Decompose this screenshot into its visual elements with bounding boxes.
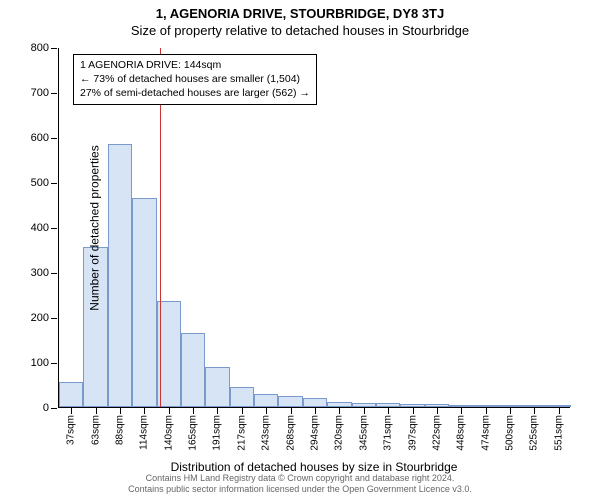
x-tick [510,408,511,414]
x-tick-label: 371sqm [383,415,394,451]
histogram-bar [327,402,351,407]
x-tick-label: 345sqm [358,415,369,451]
x-tick-label: 500sqm [505,415,516,451]
y-tick-label: 700 [31,87,49,99]
x-tick-label: 474sqm [480,415,491,451]
histogram-bar [547,405,571,407]
x-tick-label: 422sqm [431,415,442,451]
y-tick-label: 600 [31,132,49,144]
x-tick [120,408,121,414]
x-tick [486,408,487,414]
y-tick-label: 500 [31,177,49,189]
histogram-bar [352,403,376,408]
histogram-bar [303,398,327,407]
x-tick-label: 320sqm [334,415,345,451]
x-tick [144,408,145,414]
footer-attribution: Contains HM Land Registry data © Crown c… [0,473,600,496]
y-tick-label: 400 [31,222,49,234]
histogram-bar [376,403,400,407]
y-tick-label: 200 [31,312,49,324]
y-tick [51,363,57,364]
histogram-bar [205,367,229,408]
y-tick-label: 100 [31,357,49,369]
histogram-bar [498,405,522,407]
x-tick [437,408,438,414]
x-tick-label: 294sqm [310,415,321,451]
x-tick-label: 114sqm [139,415,150,450]
x-tick [96,408,97,414]
footer-line1: Contains HM Land Registry data © Crown c… [0,473,600,485]
x-tick [364,408,365,414]
x-tick-label: 88sqm [114,415,125,445]
x-tick [315,408,316,414]
x-tick [169,408,170,414]
histogram-bar [278,396,302,407]
histogram-bar [425,404,449,407]
histogram-bar [108,144,132,407]
x-tick-label: 448sqm [456,415,467,451]
footer-line2: Contains public sector information licen… [0,484,600,496]
x-tick-label: 525sqm [529,415,540,451]
y-tick [51,273,57,274]
histogram-bar [181,333,205,407]
x-tick-label: 268sqm [285,415,296,451]
y-tick [51,318,57,319]
x-tick-label: 63sqm [90,415,101,445]
annotation-line: ← 73% of detached houses are smaller (1,… [80,72,310,86]
y-tick-label: 0 [43,402,49,414]
y-tick [51,183,57,184]
y-tick [51,48,57,49]
histogram-bar [400,404,424,407]
x-tick-label: 37sqm [66,415,77,445]
y-tick-label: 800 [31,42,49,54]
histogram-bar [522,405,546,407]
x-tick [388,408,389,414]
x-tick-label: 397sqm [407,415,418,451]
x-tick [266,408,267,414]
x-tick [71,408,72,414]
y-tick-label: 300 [31,267,49,279]
y-tick [51,93,57,94]
x-tick [193,408,194,414]
x-tick [461,408,462,414]
y-axis-label: Number of detached properties [88,145,102,310]
y-tick [51,228,57,229]
x-tick-label: 243sqm [261,415,272,451]
x-tick-label: 140sqm [163,415,174,451]
histogram-bar [230,387,254,407]
annotation-box: 1 AGENORIA DRIVE: 144sqm← 73% of detache… [73,54,317,105]
x-tick [413,408,414,414]
x-tick-label: 165sqm [188,415,199,451]
plot-area: 010020030040050060070080037sqm63sqm88sqm… [58,48,570,408]
histogram-bar [59,382,83,407]
annotation-line: 27% of semi-detached houses are larger (… [80,86,310,100]
x-tick [217,408,218,414]
y-tick [51,138,57,139]
chart-title-line1: 1, AGENORIA DRIVE, STOURBRIDGE, DY8 3TJ [0,0,600,21]
histogram-bar [473,405,497,407]
annotation-line: 1 AGENORIA DRIVE: 144sqm [80,58,310,72]
x-tick [339,408,340,414]
x-tick-label: 217sqm [236,415,247,451]
x-tick-label: 551sqm [553,415,564,451]
x-tick [534,408,535,414]
x-tick [559,408,560,414]
histogram-bar [132,198,156,407]
x-tick-label: 191sqm [212,415,223,451]
x-tick [242,408,243,414]
histogram-bar [254,394,278,408]
chart-title-line2: Size of property relative to detached ho… [0,21,600,38]
histogram-bar [449,405,473,407]
x-tick [291,408,292,414]
y-tick [51,408,57,409]
